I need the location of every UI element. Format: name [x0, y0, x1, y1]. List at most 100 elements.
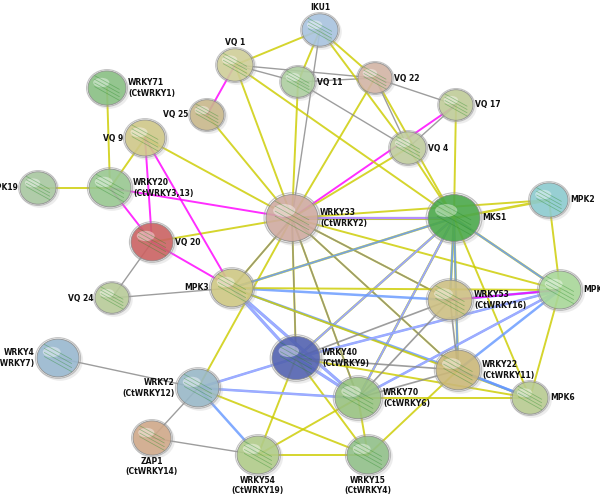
Text: MKS1: MKS1 — [482, 213, 506, 223]
Ellipse shape — [37, 339, 79, 377]
Ellipse shape — [194, 106, 209, 114]
Ellipse shape — [95, 283, 129, 313]
Ellipse shape — [95, 177, 113, 187]
Ellipse shape — [190, 100, 228, 134]
Ellipse shape — [89, 169, 135, 211]
Ellipse shape — [358, 62, 392, 93]
Text: WRKY40
(CtWRKY9): WRKY40 (CtWRKY9) — [322, 349, 369, 368]
Ellipse shape — [442, 358, 461, 369]
Text: MPK4: MPK4 — [583, 286, 600, 295]
Text: VQ 20: VQ 20 — [175, 238, 200, 247]
Ellipse shape — [428, 280, 472, 320]
Ellipse shape — [436, 350, 480, 390]
Text: VQ 9: VQ 9 — [103, 133, 123, 142]
Ellipse shape — [358, 63, 396, 97]
Text: WRKY70
(CtWRKY6): WRKY70 (CtWRKY6) — [383, 388, 430, 408]
Ellipse shape — [177, 369, 219, 407]
Ellipse shape — [395, 138, 410, 147]
Text: MPK3: MPK3 — [184, 284, 209, 293]
Ellipse shape — [302, 14, 342, 50]
Ellipse shape — [237, 436, 283, 478]
Ellipse shape — [272, 336, 320, 379]
Ellipse shape — [427, 194, 485, 246]
Ellipse shape — [530, 183, 572, 221]
Ellipse shape — [347, 436, 389, 474]
Ellipse shape — [25, 179, 40, 187]
Ellipse shape — [302, 14, 338, 46]
Ellipse shape — [439, 90, 473, 121]
Text: WRKY53
(CtWRKY16): WRKY53 (CtWRKY16) — [474, 291, 526, 310]
Text: VQ 17: VQ 17 — [475, 101, 500, 110]
Ellipse shape — [307, 20, 322, 29]
Ellipse shape — [217, 277, 235, 287]
Text: WRKY71
(CtWRKY1): WRKY71 (CtWRKY1) — [128, 78, 175, 98]
Ellipse shape — [131, 127, 148, 137]
Text: WRKY2
(CtWRKY12): WRKY2 (CtWRKY12) — [123, 378, 175, 397]
Text: ZAP1
(CtWRKY14): ZAP1 (CtWRKY14) — [126, 457, 178, 476]
Ellipse shape — [100, 289, 114, 297]
Ellipse shape — [217, 49, 257, 85]
Ellipse shape — [272, 336, 325, 384]
Ellipse shape — [341, 386, 361, 397]
Text: WRKY20
(CtWRKY3,13): WRKY20 (CtWRKY3,13) — [133, 179, 193, 197]
Ellipse shape — [88, 71, 130, 109]
Ellipse shape — [512, 382, 552, 418]
Ellipse shape — [243, 444, 260, 454]
Ellipse shape — [133, 421, 175, 459]
Ellipse shape — [390, 132, 426, 164]
Ellipse shape — [37, 339, 83, 381]
Ellipse shape — [131, 223, 173, 261]
Ellipse shape — [347, 436, 393, 478]
Ellipse shape — [211, 269, 257, 311]
Ellipse shape — [125, 120, 169, 160]
Text: MPK2: MPK2 — [570, 195, 595, 204]
Ellipse shape — [436, 350, 484, 394]
Ellipse shape — [222, 56, 237, 64]
Text: IKU1: IKU1 — [310, 3, 330, 12]
Ellipse shape — [428, 194, 480, 242]
Text: VQ 24: VQ 24 — [67, 294, 93, 303]
Text: VQ 11: VQ 11 — [317, 77, 343, 86]
Text: WRKY33
(CtWRKY2): WRKY33 (CtWRKY2) — [320, 208, 367, 228]
Ellipse shape — [190, 100, 224, 130]
Ellipse shape — [265, 194, 323, 246]
Text: VQ 22: VQ 22 — [394, 73, 419, 82]
Text: WRKY4
(CtWRKY7): WRKY4 (CtWRKY7) — [0, 349, 35, 368]
Ellipse shape — [138, 428, 154, 437]
Text: MPK19: MPK19 — [0, 184, 18, 192]
Ellipse shape — [428, 280, 476, 324]
Ellipse shape — [443, 96, 458, 104]
Ellipse shape — [133, 421, 171, 455]
Ellipse shape — [273, 204, 295, 217]
Text: VQ 4: VQ 4 — [428, 143, 448, 152]
Ellipse shape — [530, 183, 568, 217]
Ellipse shape — [390, 132, 430, 168]
Ellipse shape — [517, 388, 532, 397]
Ellipse shape — [278, 345, 299, 357]
Ellipse shape — [286, 73, 300, 81]
Ellipse shape — [539, 271, 581, 309]
Ellipse shape — [353, 444, 371, 454]
Ellipse shape — [217, 49, 253, 81]
Ellipse shape — [281, 66, 315, 97]
Ellipse shape — [439, 90, 477, 124]
Text: WRKY15
(CtWRKY4): WRKY15 (CtWRKY4) — [344, 476, 392, 495]
Ellipse shape — [512, 382, 548, 414]
Ellipse shape — [434, 288, 453, 299]
Text: WRKY22
(CtWRKY11): WRKY22 (CtWRKY11) — [482, 361, 534, 379]
Ellipse shape — [89, 169, 131, 207]
Ellipse shape — [43, 347, 61, 357]
Ellipse shape — [183, 377, 200, 387]
Ellipse shape — [93, 78, 109, 87]
Text: WRKY54
(CtWRKY19): WRKY54 (CtWRKY19) — [232, 476, 284, 495]
Ellipse shape — [266, 194, 318, 242]
Text: VQ 1: VQ 1 — [225, 38, 245, 47]
Text: VQ 25: VQ 25 — [163, 111, 188, 120]
Ellipse shape — [335, 377, 385, 423]
Ellipse shape — [281, 67, 319, 101]
Ellipse shape — [435, 204, 457, 217]
Text: MPK6: MPK6 — [550, 393, 575, 402]
Ellipse shape — [539, 271, 585, 313]
Ellipse shape — [545, 279, 563, 289]
Ellipse shape — [88, 71, 126, 105]
